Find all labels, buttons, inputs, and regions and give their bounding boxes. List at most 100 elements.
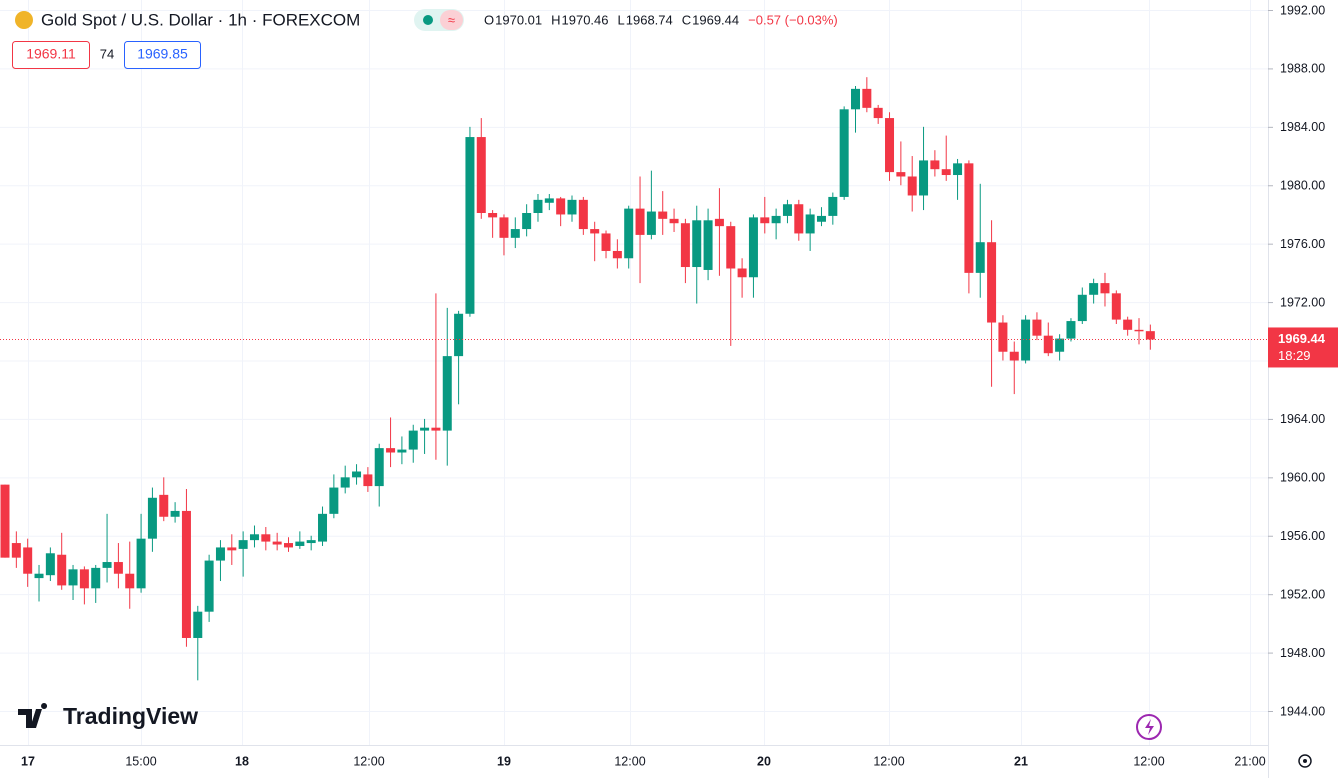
candle-body [1145,331,1155,340]
candle-body [953,163,963,176]
candle-body [57,554,67,586]
symbol-icon [15,11,33,29]
candle-body [193,611,203,638]
x-tick-label: 12:00 [353,754,384,768]
tv-logo-text: TradingView [63,703,198,729]
candle-body [45,553,55,576]
candle-body [1089,283,1099,295]
x-tick-label: 15:00 [125,754,156,768]
candle-body [692,220,702,268]
candle-body [669,218,679,224]
candle-body [862,88,872,108]
delay-icon: ≈ [448,12,455,27]
candle-body [578,199,588,230]
candle-body [1055,338,1065,352]
x-tick-label: 21:00 [1234,754,1265,768]
ohlc-key: C [682,12,691,27]
candle-body [975,242,985,273]
candle-body [374,448,384,487]
candle-body [567,199,577,215]
candle-body [476,137,486,213]
x-tick-label: 18 [235,754,249,768]
y-tick-label: 1956.00 [1280,529,1325,543]
candle-body [964,163,974,273]
candle-body [102,562,112,568]
candle-body [873,107,883,119]
tv-logo[interactable]: TradingView [18,703,198,729]
candle-body [533,199,543,213]
candle-body [125,573,135,589]
ask-price[interactable]: 1969.85 [137,46,188,62]
candle-body [442,356,452,431]
candle-body [227,547,237,551]
x-tick-label: 12:00 [1133,754,1164,768]
x-tick-label: 17 [21,754,35,768]
x-tick-label: 20 [757,754,771,768]
candle-body [941,169,951,176]
candle-body [1009,351,1019,361]
candle-body [318,513,328,542]
candle-body [1123,319,1133,330]
candle-body [1066,321,1076,339]
bid-price[interactable]: 1969.11 [26,46,76,62]
candle-body [261,534,271,542]
candle-body [465,137,475,314]
candle-body [352,471,362,478]
candle-body [420,427,430,431]
change-text: −0.57 (−0.03%) [748,12,838,27]
candle-body [703,220,713,270]
candle-body [79,569,89,589]
spread: 74 [100,46,114,61]
ohlc-value: 1970.01 [495,12,542,27]
countdown-label: 18:29 [1278,348,1311,363]
y-tick-label: 1960.00 [1280,471,1325,485]
candle-body [590,229,600,234]
ohlc-legend: O 1970.01 H 1970.46 L 1968.74 C 1969.44 [484,12,739,27]
candle-body [522,212,532,230]
candle-body [714,218,724,227]
candle-body [1021,319,1031,361]
settings-icon[interactable] [1298,754,1312,768]
sell-box[interactable] [12,41,90,69]
candle-body [454,313,464,357]
candle-body [181,510,191,638]
x-tick-label: 21 [1014,754,1028,768]
flash-icon[interactable] [1136,714,1162,740]
y-tick-label: 1972.00 [1280,295,1325,309]
symbol-title[interactable]: Gold Spot / U.S. Dollar · 1h · FOREXCOM [41,10,360,29]
y-tick-label: 1988.00 [1280,62,1325,76]
candle-body [34,573,44,579]
candle-body [284,543,293,548]
flash-bolt [1145,719,1154,735]
candle-body [907,176,917,196]
candle-body [363,474,373,487]
candle-body [431,427,441,431]
ohlc-key: L [618,12,625,27]
buy-box[interactable] [124,41,201,69]
candle-body [1100,283,1110,294]
candle-body [499,217,509,238]
candle-body [930,160,940,170]
candle-body [635,208,645,235]
candle-body [556,198,566,215]
y-tick-label: 1952.00 [1280,587,1325,601]
candle-body [1043,335,1053,354]
tv-logo-mark [18,703,48,728]
candle-body [272,541,282,545]
candle-body [680,223,690,268]
x-tick-label: 19 [497,754,511,768]
candle-body [1077,294,1087,322]
grid [0,0,1268,745]
candle-body [658,211,668,219]
candle-body [340,477,350,488]
ohlc-value: 1970.46 [562,12,609,27]
candle-body [1134,329,1144,332]
y-tick-label: 1964.00 [1280,412,1325,426]
candle-body [896,172,906,177]
ohlc-value: 1968.74 [626,12,673,27]
plot [0,77,1155,681]
candle-body [170,510,180,517]
candle-body [408,430,418,450]
candle-body [601,233,611,251]
